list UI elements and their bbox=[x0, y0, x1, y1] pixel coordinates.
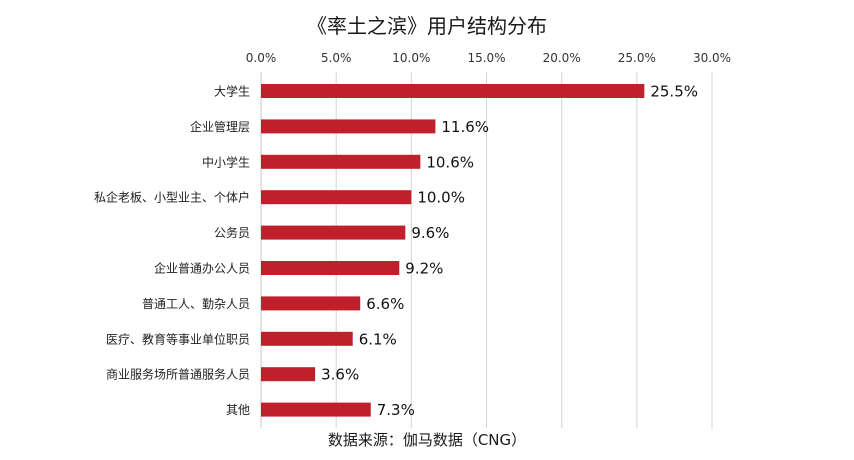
category-label: 医疗、教育等事业单位职员 bbox=[106, 331, 250, 346]
data-label: 7.3% bbox=[377, 401, 415, 419]
bar bbox=[261, 84, 645, 98]
x-axis-ticks: 0.0% 5.0% 10.0% 15.0% 20.0% 25.0% 30.0% bbox=[246, 51, 731, 65]
x-tick-label: 10.0% bbox=[392, 51, 430, 65]
x-tick-label: 25.0% bbox=[618, 51, 656, 65]
bar bbox=[261, 190, 412, 205]
category-label: 商业服务场所普通服务人员 bbox=[106, 367, 250, 382]
x-tick-label: 20.0% bbox=[543, 51, 581, 65]
data-label: 9.6% bbox=[411, 224, 449, 242]
bar bbox=[261, 154, 421, 169]
category-label: 企业普通办公人员 bbox=[154, 261, 250, 276]
bar bbox=[261, 402, 371, 417]
x-tick-label: 30.0% bbox=[693, 51, 731, 65]
category-label: 私企老板、小型业主、个体户 bbox=[94, 190, 250, 205]
category-label: 企业管理层 bbox=[190, 119, 250, 134]
category-label: 公务员 bbox=[214, 225, 250, 240]
data-label: 6.1% bbox=[359, 330, 397, 348]
data-label: 10.6% bbox=[426, 153, 474, 171]
x-tick-label: 15.0% bbox=[467, 51, 505, 65]
data-label: 3.6% bbox=[321, 366, 359, 384]
x-tick-label: 0.0% bbox=[246, 51, 277, 65]
category-label: 普通工人、勤杂人员 bbox=[142, 297, 250, 311]
data-label: 10.0% bbox=[417, 189, 465, 207]
data-label: 9.2% bbox=[405, 260, 443, 278]
category-label: 中小学生 bbox=[202, 154, 250, 169]
bar bbox=[261, 367, 316, 382]
data-label: 11.6% bbox=[441, 118, 489, 136]
chart-title: 《率土之滨》用户结构分布 bbox=[307, 14, 547, 38]
bar bbox=[261, 296, 361, 311]
bar bbox=[261, 119, 436, 134]
bars bbox=[261, 84, 645, 417]
data-label: 25.5% bbox=[650, 83, 698, 101]
source-note: 数据来源：伽马数据（CNG） bbox=[327, 431, 527, 449]
bar bbox=[261, 331, 353, 346]
data-label: 6.6% bbox=[366, 295, 404, 313]
bar bbox=[261, 225, 406, 240]
category-label: 大学生 bbox=[214, 84, 250, 99]
x-tick-label: 5.0% bbox=[321, 51, 352, 65]
bar bbox=[261, 261, 400, 275]
category-axis: 大学生企业管理层中小学生私企老板、小型业主、个体户公务员企业普通办公人员普通工人… bbox=[94, 84, 250, 418]
value-labels: 25.5% 11.6% 10.6% 10.0% 9.6% 9.2%6.6% 6.1%3.6%… bbox=[321, 83, 698, 420]
category-label: 其他 bbox=[226, 403, 250, 417]
